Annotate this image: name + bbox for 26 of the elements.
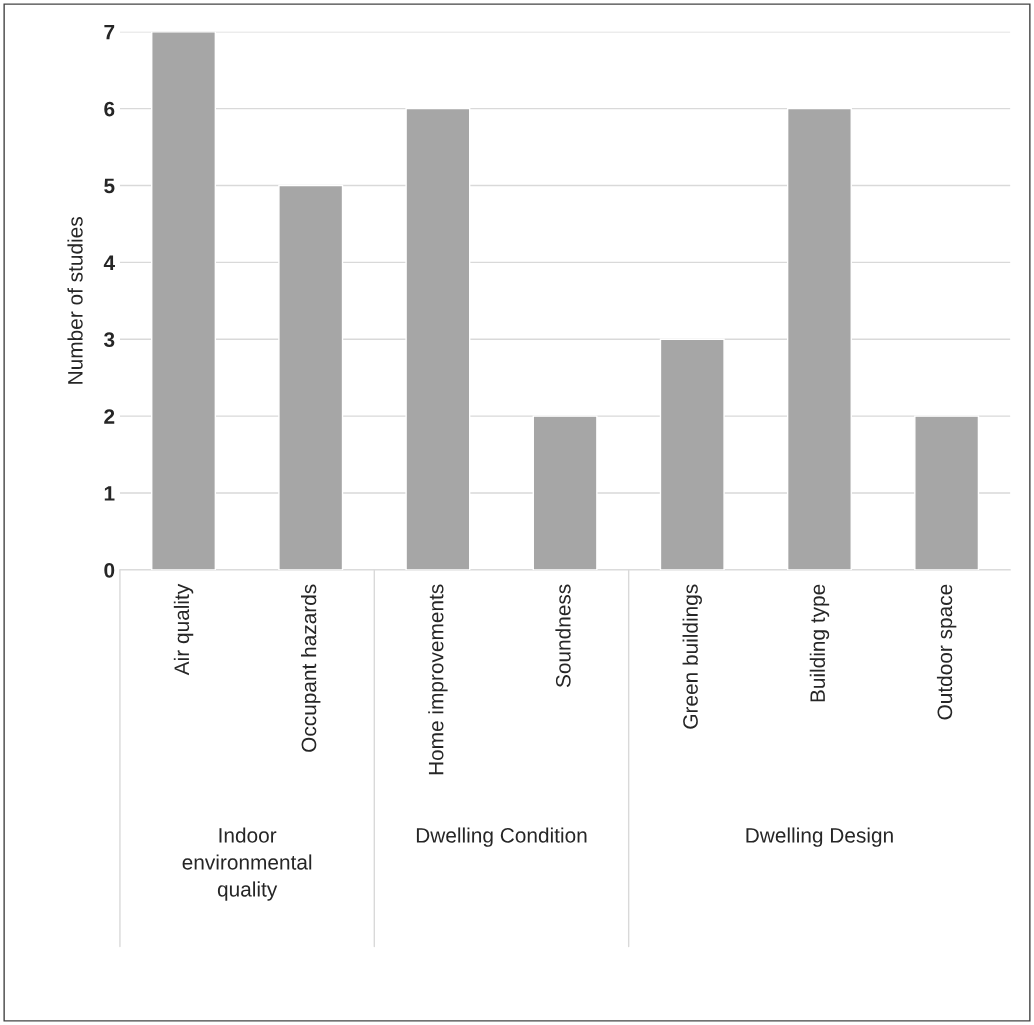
bar	[278, 184, 344, 570]
y-tick-label: 0	[104, 562, 115, 578]
x-tick-label: Home improvements	[428, 584, 448, 775]
y-tick-label: 1	[104, 486, 115, 501]
x-tick-label: Occupant hazards	[301, 584, 321, 752]
y-tick-label: 3	[103, 332, 115, 348]
bar	[786, 107, 852, 570]
bar	[151, 31, 217, 570]
y-tick-label: 7	[104, 24, 115, 40]
x-tick-label: Building type	[809, 584, 830, 702]
x-tick-label: Green buildings	[682, 584, 702, 729]
bar	[914, 415, 980, 570]
text: Indoor environmental quality	[182, 827, 312, 901]
bar	[659, 338, 725, 570]
x-tick-label: Soundness	[555, 584, 571, 688]
y-tick-label: 4	[103, 255, 115, 270]
text: Dwelling Condition	[416, 827, 587, 847]
bar	[405, 107, 471, 570]
y-tick-label: 6	[104, 101, 115, 117]
x-tick-label: Air quality	[173, 583, 194, 676]
bar	[532, 415, 598, 570]
y-tick-label: 5	[104, 178, 115, 194]
text: Dwelling Design	[746, 827, 893, 847]
y-tick-label: 2	[104, 409, 115, 424]
y-axis-title: Number of studies	[67, 217, 83, 384]
x-tick-label: Outdoor space	[936, 584, 957, 720]
